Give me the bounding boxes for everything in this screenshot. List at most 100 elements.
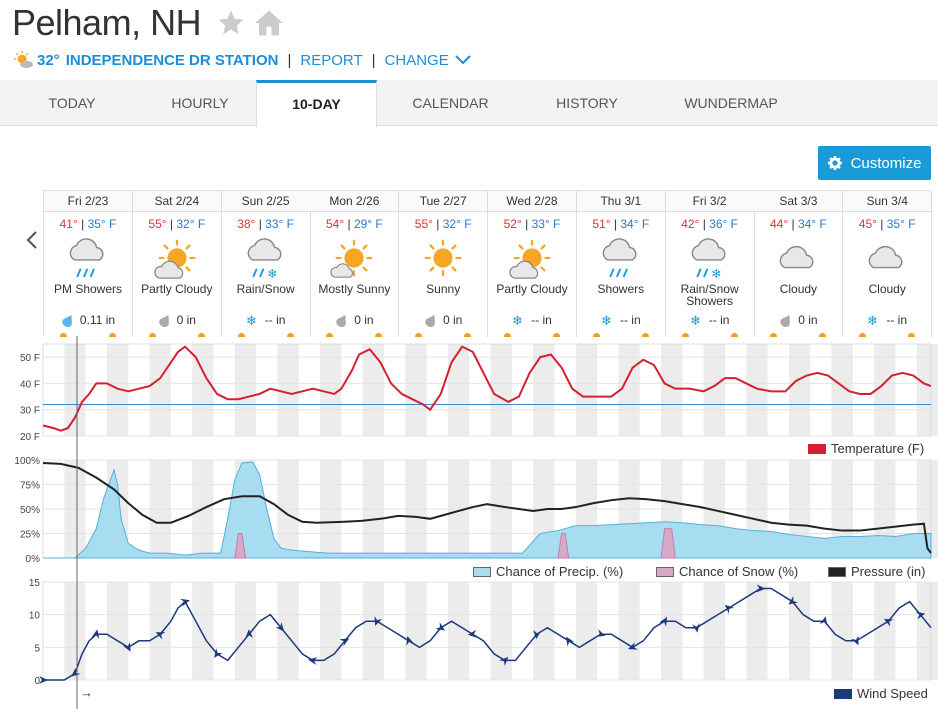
high-temp: 52° <box>503 217 522 231</box>
change-link[interactable]: CHANGE <box>384 51 449 69</box>
sunset-marker <box>464 333 472 337</box>
condition: Cloudy <box>779 282 818 296</box>
low-temp: 35° F <box>886 217 916 231</box>
day-temps: 45° | 35° F <box>843 217 931 232</box>
low-temp: 36° F <box>709 217 738 231</box>
home-icon[interactable] <box>254 9 284 37</box>
page-header: Pelham, NH 32° INDEPENDENCE DR STATION |… <box>0 0 938 80</box>
sunrise-marker <box>504 333 511 337</box>
sun-times <box>310 333 398 337</box>
temperature-legend[interactable]: Temperature (F) <box>808 441 924 456</box>
night-band <box>149 582 171 680</box>
day-temps: 54° | 29° F <box>310 217 398 232</box>
night-band <box>362 582 384 680</box>
chevron-left-icon[interactable] <box>26 230 38 250</box>
wind-legend-label: Wind Speed <box>857 686 928 701</box>
snow-legend[interactable]: Chance of Snow (%) <box>656 564 798 579</box>
tab-wundermap[interactable]: WUNDERMAP <box>684 95 778 111</box>
temperature-legend-label: Temperature (F) <box>831 441 925 456</box>
pressure-swatch <box>828 566 846 577</box>
sunrise-marker <box>148 333 156 337</box>
low-temp: 32° F <box>176 217 206 231</box>
forecast-day[interactable]: Fri 3/2 42° | 36° F ❄ Rain/Snow Showers ❄ -- … <box>665 191 755 337</box>
day-date: Wed 2/28 <box>488 191 576 212</box>
night-band <box>916 344 938 436</box>
high-temp: 55° <box>414 217 433 231</box>
forecast-day[interactable]: Mon 2/26 54° | 29° F Mostly Sunny 0 in <box>310 191 400 337</box>
rain-snow-icon: ❄ <box>691 238 726 281</box>
station-name-link[interactable]: INDEPENDENCE DR STATION <box>65 51 279 69</box>
snow-area <box>234 533 247 559</box>
night-band <box>703 582 725 680</box>
sunrise-marker <box>60 333 67 337</box>
sunset-marker <box>375 333 383 337</box>
tab-history[interactable]: HISTORY <box>556 95 618 111</box>
sunset-marker <box>908 333 916 337</box>
y-tick-label: 50% <box>20 505 40 516</box>
pressure-line <box>42 461 932 554</box>
rain-icon <box>69 238 104 278</box>
forecast-day[interactable]: Sun 2/25 38° | 33° F ❄ Rain/Snow ❄ -- in <box>221 191 311 337</box>
forecast-day[interactable]: Fri 2/23 41° | 35° F PM Showers 0.11 in <box>44 191 133 337</box>
sunset-marker <box>286 333 294 337</box>
condition: Sunny <box>426 282 461 296</box>
cloudy-icon <box>868 245 903 269</box>
night-band <box>533 344 555 436</box>
high-temp: 55° <box>148 217 167 231</box>
ten-day-forecast: Fri 2/23 41° | 35° F PM Showers 0.11 in Sat … <box>43 190 933 337</box>
night-band <box>703 344 725 436</box>
forecast-day[interactable]: Tue 2/27 55° | 32° F Sunny 0 in <box>399 191 489 337</box>
svg-text:❄: ❄ <box>512 314 523 327</box>
forecast-day[interactable]: Sun 3/4 45° | 35° F Cloudy ❄ -- in <box>843 191 933 337</box>
tab-today[interactable]: TODAY <box>48 95 96 111</box>
day-date: Sat 2/24 <box>132 191 221 212</box>
precip-amount: 0 in <box>310 313 398 327</box>
forecast-day[interactable]: Thu 3/1 51° | 34° F Showers ❄ -- in <box>576 191 666 337</box>
tab-calendar[interactable]: CALENDAR <box>412 95 489 111</box>
day-date: Sun 3/4 <box>843 191 932 212</box>
high-temp: 38° <box>237 217 256 231</box>
drop-gray-icon <box>780 314 791 327</box>
sun-times <box>754 333 842 337</box>
forecast-day[interactable]: Sat 2/24 55° | 32° F Partly Cloudy 0 in <box>132 191 222 337</box>
high-temp: 51° <box>592 217 611 231</box>
chevron-down-icon[interactable] <box>455 55 471 65</box>
forecast-day[interactable]: Wed 2/28 52° | 33° F Partly Cloudy ❄ -- in <box>488 191 577 337</box>
day-temps: 44° | 34° F <box>754 217 842 232</box>
temp-separator: | <box>610 217 621 231</box>
separator: | <box>371 51 376 69</box>
pressure-legend[interactable]: Pressure (in) <box>828 564 925 579</box>
tab-10-day[interactable]: 10-DAY <box>256 80 377 127</box>
precip-amount: 0 in <box>399 313 487 327</box>
sunset-marker <box>730 333 738 337</box>
night-band <box>575 582 598 680</box>
precip-legend[interactable]: Chance of Precip. (%) <box>473 564 623 579</box>
sunrise-marker <box>859 333 867 337</box>
favorite-star-icon[interactable] <box>216 8 246 38</box>
wind-direction-marker <box>691 623 700 633</box>
high-temp: 45° <box>858 217 877 231</box>
night-band <box>192 344 214 436</box>
snowflake-icon: ❄ <box>690 314 701 327</box>
low-temp: 32° F <box>442 217 472 231</box>
svg-text:❄: ❄ <box>246 314 257 327</box>
wind-direction-marker <box>245 629 254 639</box>
customize-button[interactable]: Customize <box>818 146 931 180</box>
day-date: Tue 2/27 <box>399 191 488 212</box>
wind-direction-marker <box>883 618 894 627</box>
sun-times <box>222 333 310 337</box>
wind-direction-marker <box>788 596 799 605</box>
tab-hourly[interactable]: HOURLY <box>171 95 229 111</box>
low-temp: 34° F <box>797 217 827 231</box>
report-link[interactable]: REPORT <box>300 51 363 69</box>
night-band <box>320 344 342 436</box>
time-arrow[interactable]: → <box>80 685 93 700</box>
night-band <box>746 344 768 436</box>
night-band <box>533 582 555 680</box>
temp-separator: | <box>876 217 887 231</box>
snow-legend-label: Chance of Snow (%) <box>679 564 799 579</box>
sunset-marker <box>197 333 205 337</box>
forecast-day[interactable]: Sat 3/3 44° | 34° F Cloudy 0 in <box>754 191 844 337</box>
wind-legend[interactable]: Wind Speed <box>834 686 928 701</box>
temperature-line <box>42 345 932 432</box>
